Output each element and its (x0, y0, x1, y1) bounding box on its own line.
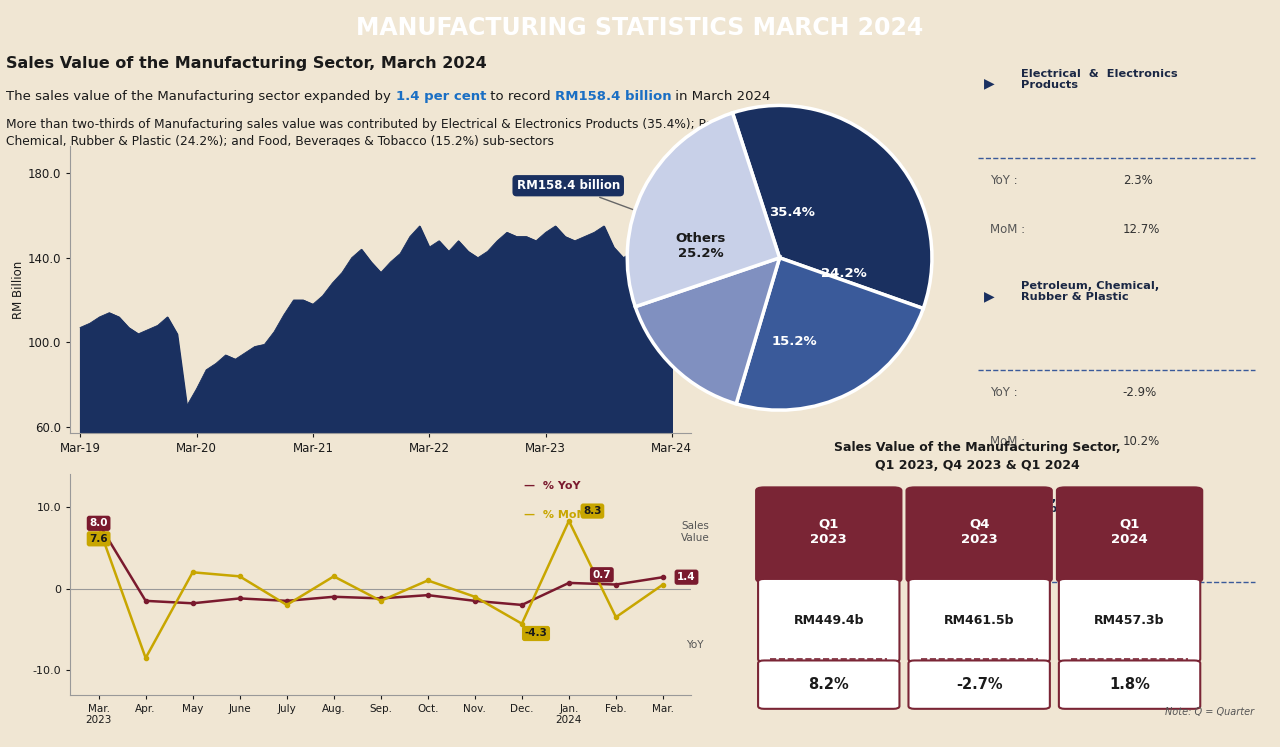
Text: RM457.3b: RM457.3b (1094, 614, 1165, 627)
Y-axis label: RM Billion: RM Billion (12, 261, 26, 318)
FancyBboxPatch shape (758, 579, 900, 662)
Text: Q1
2023: Q1 2023 (810, 518, 847, 546)
Text: Petroleum, Chemical,
Rubber & Plastic: Petroleum, Chemical, Rubber & Plastic (1020, 281, 1158, 303)
FancyBboxPatch shape (905, 486, 1053, 583)
Text: ▶: ▶ (984, 289, 995, 303)
Text: Sales Value of the Manufacturing Sector,
Q1 2023, Q4 2023 & Q1 2024: Sales Value of the Manufacturing Sector,… (835, 441, 1121, 471)
Text: ▶: ▶ (984, 501, 995, 515)
Text: 10.2%: 10.2% (1123, 435, 1160, 448)
Text: RM158.4 billion: RM158.4 billion (554, 90, 672, 103)
Text: 1.4: 1.4 (677, 572, 696, 582)
Text: ▶: ▶ (984, 77, 995, 90)
Text: 8.0: 8.0 (90, 518, 108, 528)
Text: -4.3: -4.3 (525, 628, 548, 639)
Text: 1.8%: 1.8% (1110, 677, 1149, 692)
Text: 1.4 per cent: 1.4 per cent (396, 90, 486, 103)
Text: 7.6: 7.6 (90, 534, 108, 544)
Text: -2.9%: -2.9% (1123, 386, 1157, 400)
FancyBboxPatch shape (1059, 579, 1201, 662)
Text: MoM :: MoM : (991, 435, 1025, 448)
Text: RM449.4b: RM449.4b (794, 614, 864, 627)
Text: —  % MoM: — % MoM (524, 509, 588, 520)
Text: YoY :: YoY : (991, 174, 1018, 187)
Text: 2.3%: 2.3% (1123, 174, 1152, 187)
Text: 8.2%: 8.2% (809, 677, 849, 692)
FancyBboxPatch shape (1059, 660, 1201, 709)
Text: Q4
2023: Q4 2023 (961, 518, 997, 546)
Text: —  % YoY: — % YoY (524, 481, 580, 491)
FancyBboxPatch shape (909, 579, 1050, 662)
Text: 12.7%: 12.7% (1123, 223, 1160, 236)
Text: YoY :: YoY : (991, 598, 1018, 612)
Text: Electrical  &  Electronics
Products: Electrical & Electronics Products (1020, 69, 1178, 90)
Text: 8.3: 8.3 (584, 506, 602, 516)
Text: More than two-thirds of Manufacturing sales value was contributed by Electrical : More than two-thirds of Manufacturing sa… (6, 118, 765, 148)
Wedge shape (627, 113, 780, 307)
Text: 0.9%: 0.9% (1123, 598, 1152, 612)
Text: YoY: YoY (686, 640, 704, 650)
Wedge shape (635, 258, 780, 404)
Text: The sales value of the Manufacturing sector expanded by: The sales value of the Manufacturing sec… (6, 90, 396, 103)
Text: Others
25.2%: Others 25.2% (675, 232, 726, 260)
Text: RM158.4 billion: RM158.4 billion (517, 179, 650, 216)
FancyBboxPatch shape (758, 660, 900, 709)
Text: RM461.5b: RM461.5b (943, 614, 1015, 627)
Text: Sales Value of the Manufacturing Sector, March 2024: Sales Value of the Manufacturing Sector,… (6, 56, 488, 71)
FancyBboxPatch shape (755, 486, 902, 583)
Text: 15.2%: 15.2% (772, 335, 818, 348)
FancyBboxPatch shape (909, 660, 1050, 709)
Text: 0.7: 0.7 (593, 570, 611, 580)
Text: Sales
Value: Sales Value (681, 521, 709, 543)
Text: Q1
2024: Q1 2024 (1111, 518, 1148, 546)
Text: 24.2%: 24.2% (820, 267, 867, 279)
FancyBboxPatch shape (1056, 486, 1203, 583)
Text: 1.7%: 1.7% (1123, 647, 1153, 660)
Text: -2.7%: -2.7% (956, 677, 1002, 692)
Text: 35.4%: 35.4% (769, 205, 814, 219)
Wedge shape (736, 258, 923, 410)
Wedge shape (732, 105, 932, 309)
Text: in March 2024: in March 2024 (672, 90, 771, 103)
Text: YoY :: YoY : (991, 386, 1018, 400)
Text: Food, Beverages
& Tobacco: Food, Beverages & Tobacco (1020, 493, 1128, 515)
Text: to record: to record (486, 90, 554, 103)
Text: MoM :: MoM : (991, 223, 1025, 236)
Text: Note: Q = Quarter: Note: Q = Quarter (1165, 707, 1254, 717)
Text: MoM :: MoM : (991, 647, 1025, 660)
Text: MANUFACTURING STATISTICS MARCH 2024: MANUFACTURING STATISTICS MARCH 2024 (356, 16, 924, 40)
